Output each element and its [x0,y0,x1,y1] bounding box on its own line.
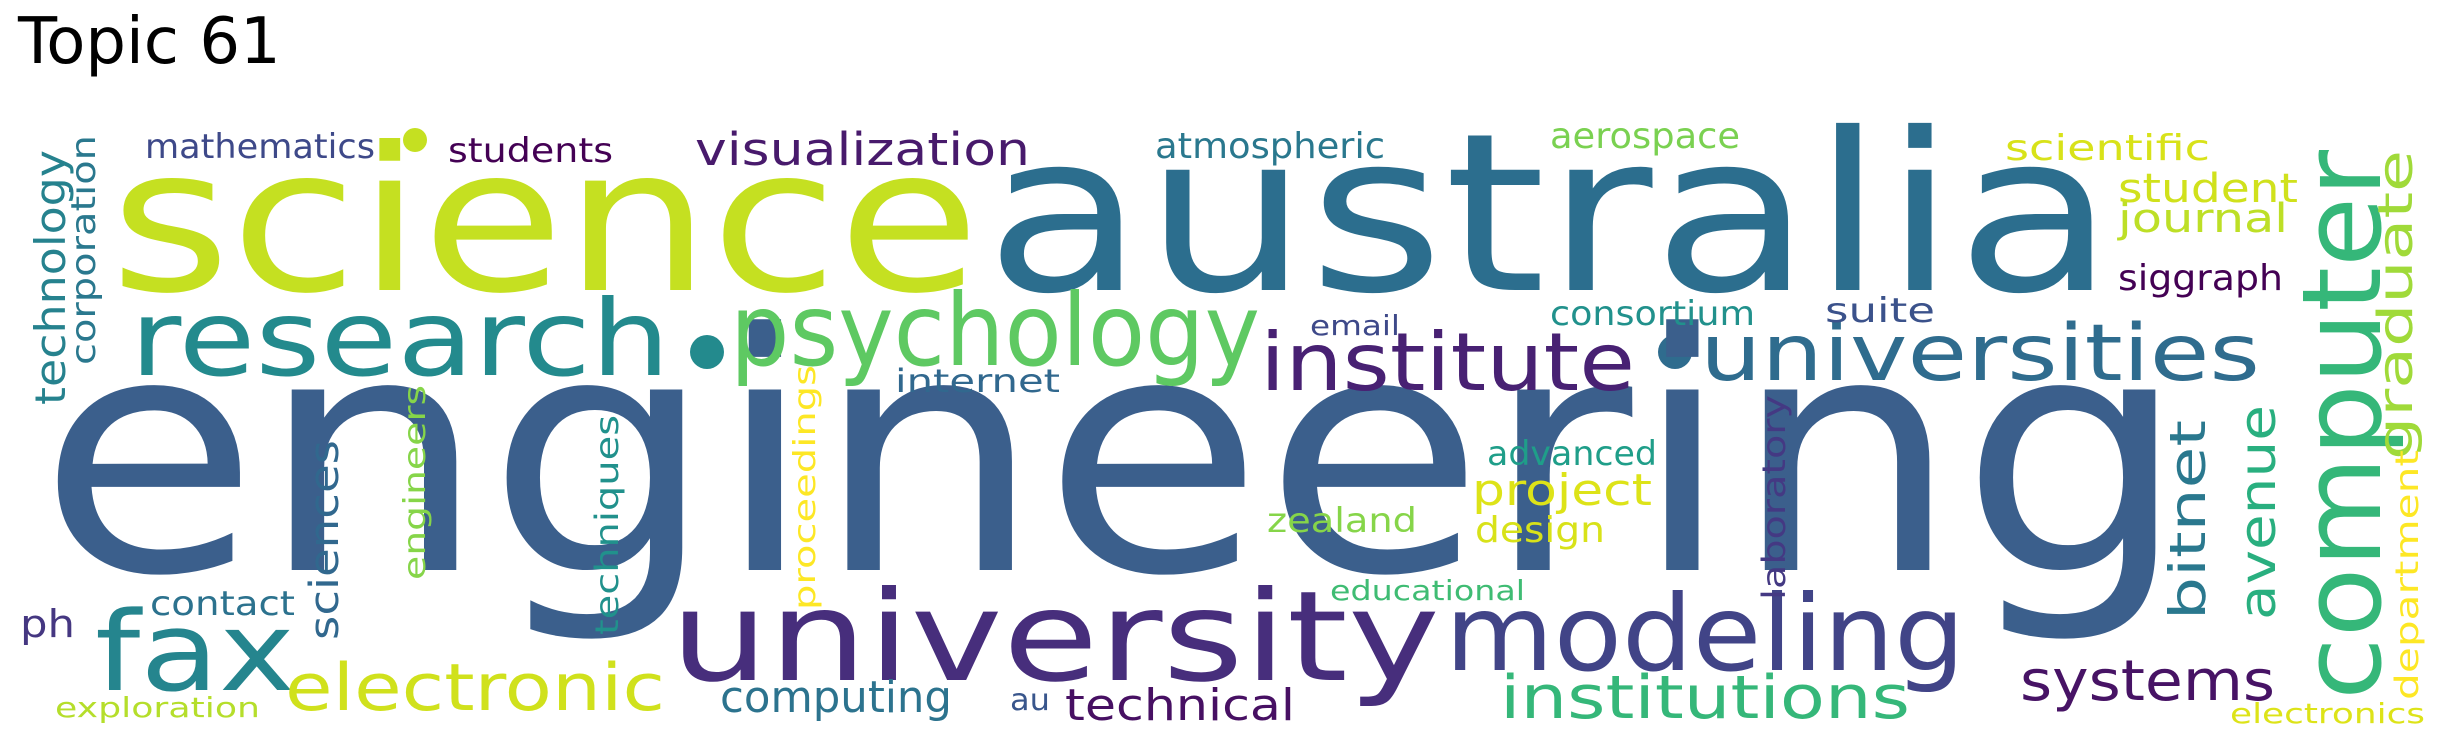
word-fax: fax [95,588,295,716]
word-avenue: avenue [2229,405,2287,620]
word-design: design [1475,510,1605,551]
word-proceedings: proceedings [788,365,823,610]
word-systems: systems [2020,649,2275,714]
word-scientific: scientific [2005,128,2210,169]
word-educational: educational [1330,574,1525,607]
word-research: research [130,278,670,400]
word-mathematics: mathematics [145,127,375,167]
word-journal: journal [2117,196,2288,242]
word-computing: computing [720,672,952,723]
word-students: students [448,131,613,171]
word-university: university [670,565,1440,710]
word-sciences: sciences [302,440,348,640]
word-technical: technical [1065,680,1295,731]
word-bitnet: bitnet [2159,420,2217,620]
word-email: email [1310,309,1400,342]
word-internet: internet [895,362,1060,400]
word-project: project [1472,465,1652,516]
word-science: science [110,105,980,338]
word-aerospace: aerospace [1550,116,1740,157]
word-atmospheric: atmospheric [1155,126,1385,167]
word-electronic: electronic [285,651,665,726]
cloud-dot [690,335,724,369]
word-electronics: electronics [2230,697,2425,730]
word-au: au [1010,683,1050,718]
word-department: department [2388,450,2426,700]
word-engineering: engineering [38,264,2188,648]
chart-title: Topic 61 [18,5,281,79]
word-ph: ph [20,602,75,646]
word-suite: suite [1825,291,1935,331]
word-visualization: visualization [695,123,1030,176]
word-technology: technology [26,150,75,405]
word-universities: universities [1700,309,2260,399]
word-zealand: zealand [1267,501,1417,541]
word-student: student [2118,166,2298,212]
word-siggraph: siggraph [2118,258,2283,299]
cloud-dot [1658,335,1692,369]
word-laboratory: laboratory [1755,395,1793,600]
word-computer: computer [2278,149,2406,700]
word-australia: australia [985,86,2115,342]
word-psychology: psychology [730,272,1260,389]
word-modeling: modeling [1445,573,1965,695]
word-techniques: techniques [588,415,626,635]
word-consortium: consortium [1550,294,1755,334]
word-institute: institute [1260,316,1635,409]
word-exploration: exploration [55,691,260,724]
word-corporation: corporation [64,135,104,365]
word-engineers: engineers [398,385,433,580]
word-graduate: graduate [2368,150,2424,460]
cloud-dot [403,128,427,152]
word-institutions: institutions [1500,663,1910,733]
word-advanced: advanced [1487,434,1657,474]
word-contact: contact [150,584,295,624]
